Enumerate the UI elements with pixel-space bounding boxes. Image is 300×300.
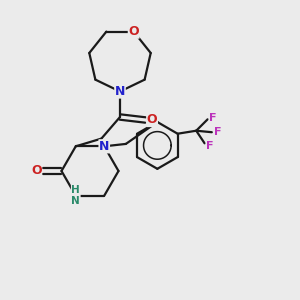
Text: F: F (209, 113, 217, 123)
Text: N: N (99, 140, 110, 153)
Text: O: O (128, 25, 139, 38)
Text: O: O (147, 113, 158, 127)
Text: F: F (206, 141, 214, 151)
Text: F: F (214, 127, 222, 137)
Text: N: N (115, 85, 125, 98)
Text: H
N: H N (71, 185, 80, 206)
Text: O: O (31, 164, 42, 178)
